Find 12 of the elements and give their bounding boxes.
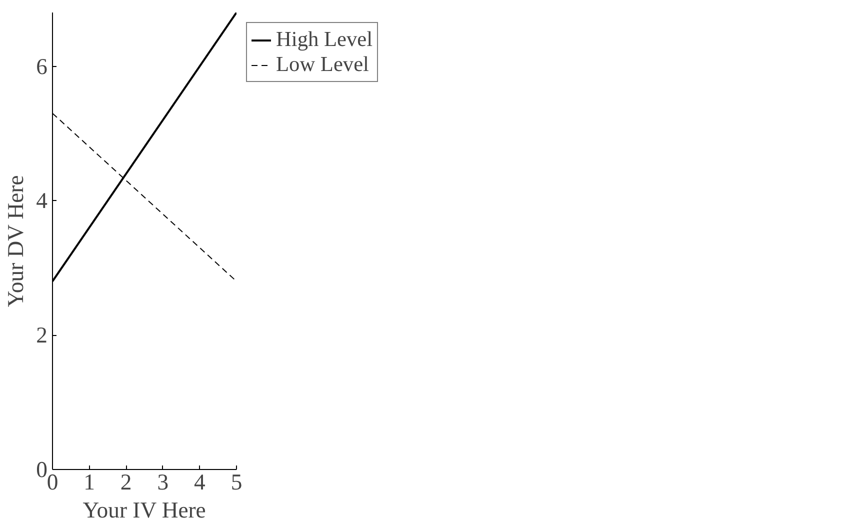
x-tick-label: 2 [120,470,132,494]
x-axis-title: Your IV Here [82,498,206,522]
y-tick-label: 4 [36,188,48,214]
x-tick-label: 1 [84,470,95,494]
legend-label: Low Level [276,52,369,77]
x-tick-label: 4 [194,470,206,494]
y-tick-label: 6 [36,54,48,79]
y-tick-label: 2 [36,322,48,348]
x-tick-label: 5 [230,470,242,494]
y-axis-title: Your DV Here [3,175,28,308]
legend-label: High Level [276,27,373,52]
x-tick-label: 3 [157,470,169,494]
